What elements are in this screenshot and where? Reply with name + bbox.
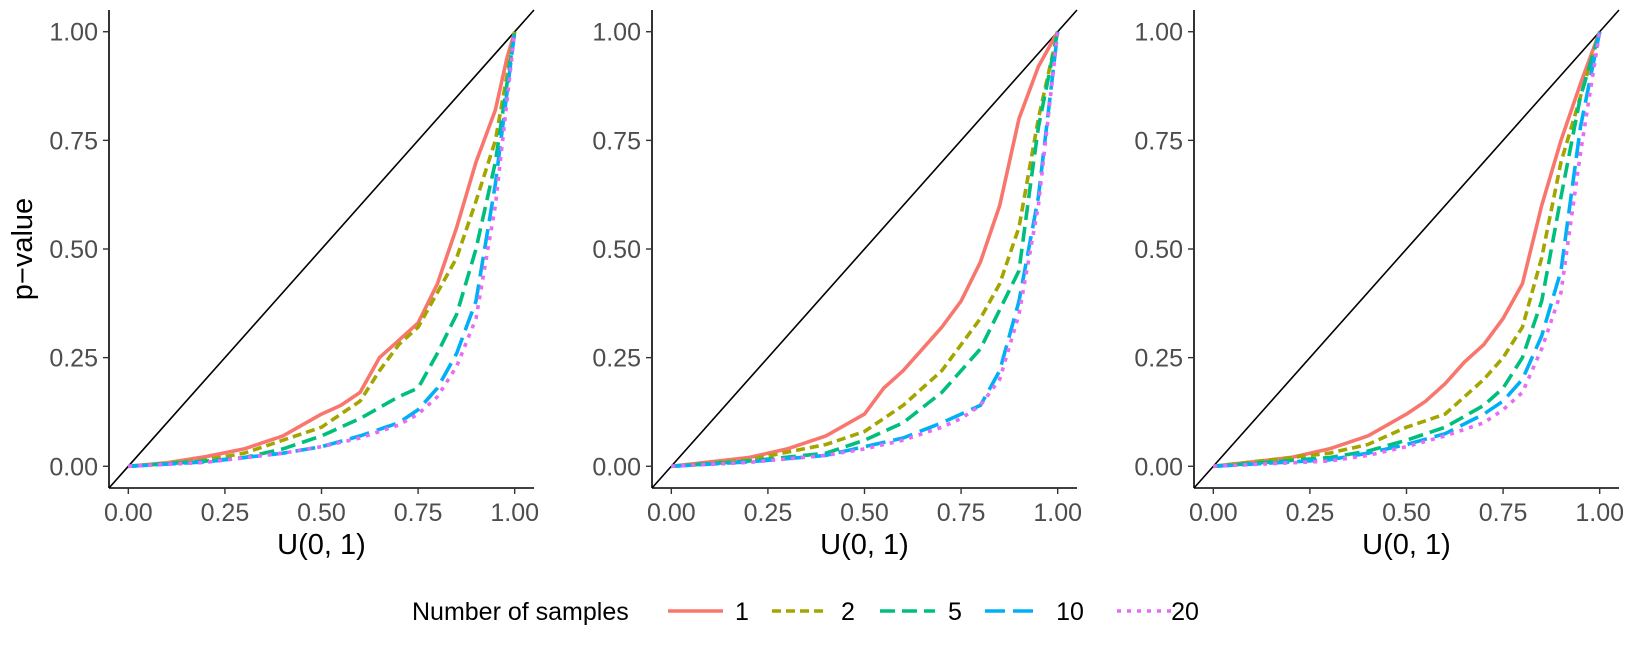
y-axis-title: p−value: [7, 198, 39, 300]
series-line-1: [128, 31, 517, 469]
y-tick-label: 0.50: [1134, 236, 1183, 264]
x-tick-label: 0.50: [840, 499, 889, 527]
y-tick-label: 0.00: [592, 453, 641, 481]
legend-label-10: 10: [1056, 598, 1084, 626]
legend-label-20: 20: [1171, 598, 1199, 626]
x-tick-label: 1.00: [490, 499, 539, 527]
x-axis-title: U(0, 1): [820, 529, 909, 561]
x-tick-label: 0.00: [1189, 499, 1238, 527]
panel-1: 0.00 0.25 0.50 0.75 1.00 0.00 0.25 0.50 0.75 1.00…: [7, 9, 539, 561]
panel-2: 0.00 0.25 0.50 0.75 1.00 0.00 0.25 0.50 0.75 1.00…: [592, 9, 1082, 561]
x-tick-label: 0.00: [647, 499, 696, 527]
panel-3: 0.00 0.25 0.50 0.75 1.00 0.00 0.25 0.50 0.75 1.00…: [1134, 9, 1624, 561]
x-tick-label: 1.00: [1033, 499, 1082, 527]
legend: Number of samples 1 2 5 10 20: [412, 598, 1199, 626]
x-axis-title: U(0, 1): [1362, 529, 1451, 561]
series-line-1: [671, 30, 1060, 469]
y-tick-label: 1.00: [1134, 19, 1183, 47]
reference-line: [651, 9, 1078, 489]
series-line-2: [128, 31, 517, 469]
legend-label-1: 1: [735, 598, 749, 626]
y-tick-label: 0.25: [49, 345, 98, 373]
series-line-10: [1213, 31, 1602, 469]
series-line-5: [671, 31, 1060, 469]
y-tick-label: 0.25: [592, 345, 641, 373]
x-tick-label: 0.50: [297, 499, 346, 527]
series-line-20: [671, 31, 1060, 469]
x-tick-label: 0.25: [1286, 499, 1335, 527]
x-tick-label: 0.25: [201, 499, 250, 527]
x-tick-label: 0.75: [937, 499, 986, 527]
series-line-1: [1213, 31, 1602, 469]
x-axis-title: U(0, 1): [277, 529, 366, 561]
y-tick-label: 0.50: [49, 236, 98, 264]
reference-line: [108, 9, 535, 489]
y-tick-label: 0.75: [49, 127, 98, 155]
y-tick-label: 0.75: [592, 127, 641, 155]
y-tick-label: 0.75: [1134, 127, 1183, 155]
x-tick-label: 0.75: [1479, 499, 1528, 527]
y-tick-label: 1.00: [49, 19, 98, 47]
series-line-20: [128, 31, 517, 469]
x-tick-label: 0.00: [104, 499, 153, 527]
legend-entries: 1 2 5 10 20: [668, 598, 1199, 626]
legend-label-2: 2: [841, 598, 855, 626]
y-tick-label: 0.00: [49, 453, 98, 481]
y-tick-label: 0.25: [1134, 345, 1183, 373]
x-tick-label: 0.25: [744, 499, 793, 527]
x-tick-label: 1.00: [1575, 499, 1624, 527]
y-tick-label: 0.50: [592, 236, 641, 264]
x-tick-label: 0.75: [394, 499, 443, 527]
legend-title: Number of samples: [412, 598, 629, 626]
series-line-5: [1213, 31, 1602, 469]
y-tick-label: 1.00: [592, 19, 641, 47]
y-tick-label: 0.00: [1134, 453, 1183, 481]
reference-line: [1193, 9, 1620, 489]
panels-layer: 0.00 0.25 0.50 0.75 1.00 0.00 0.25 0.50 0.75 1.00…: [7, 9, 1624, 561]
series-line-2: [671, 31, 1060, 469]
legend-label-5: 5: [948, 598, 962, 626]
x-tick-label: 0.50: [1382, 499, 1431, 527]
series-line-2: [1213, 31, 1602, 469]
